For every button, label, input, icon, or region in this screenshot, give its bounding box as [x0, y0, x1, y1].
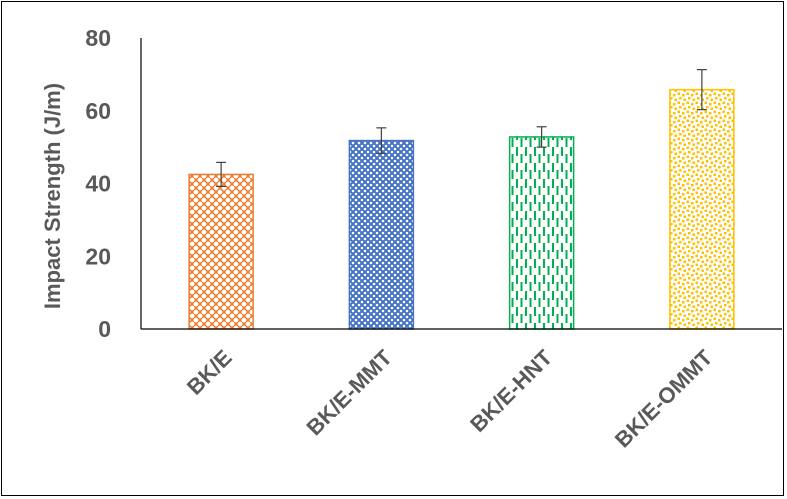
bars [188, 88, 735, 330]
y-tick-label-4: 80 [85, 25, 111, 51]
x-category-label-1: BK/E-MMT [301, 344, 397, 440]
y-axis-ticks: 0 20 40 60 80 [85, 25, 111, 342]
y-tick-label-1: 20 [85, 243, 111, 269]
x-category-label-3: BK/E-OMMT [610, 344, 718, 452]
error-bar-1 [376, 127, 387, 154]
y-axis-title: Impact Strength (J/m) [40, 83, 65, 309]
bar-0 [188, 173, 254, 330]
bar-3 [669, 88, 735, 330]
x-category-label-2: BK/E-HNT [465, 344, 557, 436]
bar-2 [508, 136, 575, 330]
error-bar-3 [696, 69, 707, 111]
error-bar-2 [536, 126, 547, 148]
y-tick-label-0: 0 [98, 316, 111, 342]
bar-1 [348, 139, 415, 330]
y-tick-label-3: 60 [85, 98, 111, 124]
error-bars [216, 69, 707, 188]
y-tick-label-2: 40 [85, 171, 111, 197]
error-bar-0 [216, 161, 227, 188]
x-category-label-0: BK/E [182, 345, 237, 400]
x-axis-category-labels: BK/E BK/E-MMT BK/E-HNT BK/E-OMMT [182, 344, 718, 452]
